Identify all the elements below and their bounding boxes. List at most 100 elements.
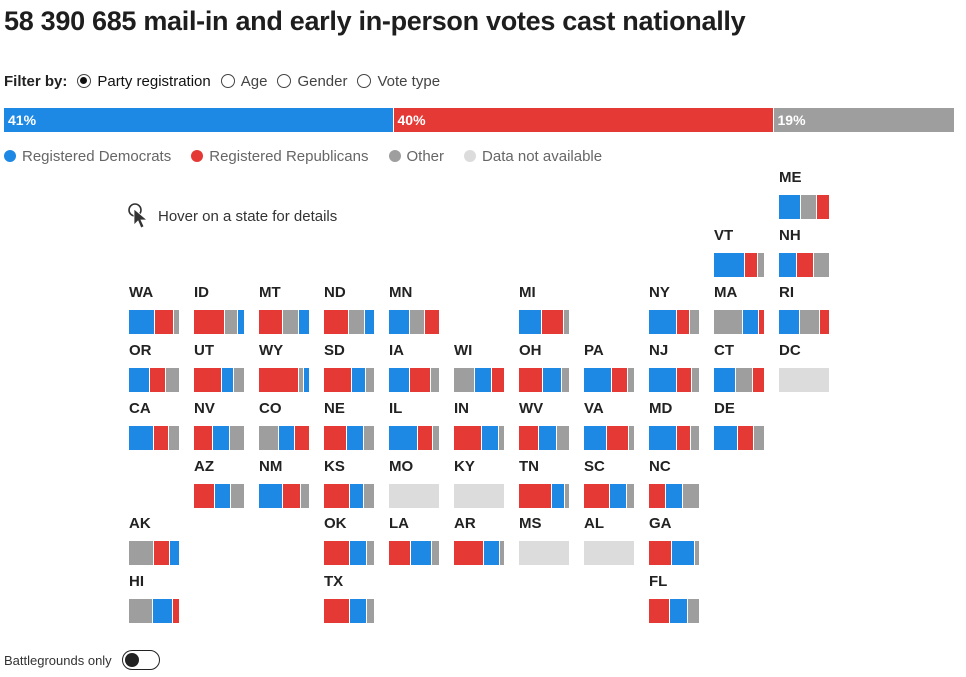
state-abbr: NJ [649, 342, 669, 359]
state-tile-wv[interactable]: WV [519, 400, 571, 450]
state-tile-in[interactable]: IN [454, 400, 506, 450]
state-bar-segment-dem [222, 368, 234, 392]
radio-icon[interactable] [277, 74, 292, 88]
state-tile-az[interactable]: AZ [194, 458, 246, 508]
legend-dot-na [464, 150, 477, 162]
state-tile-ms[interactable]: MS [519, 515, 571, 565]
state-tile-ky[interactable]: KY [454, 458, 506, 508]
state-bar-segment-dem [411, 541, 432, 565]
state-tile-ks[interactable]: KS [324, 458, 376, 508]
state-tile-de[interactable]: DE [714, 400, 766, 450]
state-tile-sc[interactable]: SC [584, 458, 636, 508]
state-tile-ga[interactable]: GA [649, 515, 701, 565]
state-tile-wy[interactable]: WY [259, 342, 311, 392]
radio-selected-icon[interactable] [77, 74, 92, 88]
state-bar-segment-dem [153, 599, 173, 623]
state-tile-hi[interactable]: HI [129, 573, 181, 623]
state-bar-segment-dem [475, 368, 492, 392]
state-tile-tx[interactable]: TX [324, 573, 376, 623]
legend-label: Data not available [482, 147, 603, 165]
state-bar-segment-other [166, 368, 179, 392]
state-tile-ok[interactable]: OK [324, 515, 376, 565]
state-tile-ny[interactable]: NY [649, 284, 701, 334]
state-tile-tn[interactable]: TN [519, 458, 571, 508]
filter-option-age[interactable]: Age [220, 73, 267, 90]
filter-option-vote-type[interactable]: Vote type [357, 73, 440, 90]
state-bar-segment-rep [155, 310, 174, 334]
state-tile-nh[interactable]: NH [779, 227, 831, 277]
state-tile-la[interactable]: LA [389, 515, 441, 565]
state-bar-segment-rep [324, 599, 350, 623]
state-tile-wa[interactable]: WA [129, 284, 181, 334]
state-bar-segment-na [389, 484, 439, 508]
state-tile-nc[interactable]: NC [649, 458, 701, 508]
state-tile-mi[interactable]: MI [519, 284, 571, 334]
radio-icon[interactable] [357, 74, 372, 88]
state-tile-wi[interactable]: WI [454, 342, 506, 392]
state-bar-segment-other [800, 310, 820, 334]
state-tile-va[interactable]: VA [584, 400, 636, 450]
state-bar-segment-dem [649, 310, 677, 334]
state-tile-ct[interactable]: CT [714, 342, 766, 392]
state-tile-pa[interactable]: PA [584, 342, 636, 392]
state-share-bar [129, 599, 179, 623]
state-bar-segment-other [230, 426, 244, 450]
legend-dot-other [388, 150, 401, 162]
state-abbr: TN [519, 458, 539, 475]
state-tile-dc[interactable]: DC [779, 342, 831, 392]
state-abbr: UT [194, 342, 214, 359]
state-share-bar [584, 426, 634, 450]
state-bar-segment-rep [324, 484, 350, 508]
state-tile-ut[interactable]: UT [194, 342, 246, 392]
filter-option-gender[interactable]: Gender [277, 73, 347, 90]
legend-dot-rep [191, 150, 204, 162]
state-tile-nm[interactable]: NM [259, 458, 311, 508]
state-tile-me[interactable]: ME [779, 169, 831, 219]
state-bar-segment-other [801, 195, 817, 219]
state-tile-sd[interactable]: SD [324, 342, 376, 392]
state-bar-segment-other [174, 310, 179, 334]
state-tile-mt[interactable]: MT [259, 284, 311, 334]
state-bar-segment-other [692, 368, 699, 392]
legend-dot-dem [4, 150, 16, 162]
state-bar-segment-rep [194, 484, 215, 508]
state-tile-nv[interactable]: NV [194, 400, 246, 450]
state-tile-ar[interactable]: AR [454, 515, 506, 565]
state-tile-id[interactable]: ID [194, 284, 246, 334]
state-bar-segment-other [433, 426, 439, 450]
state-bar-segment-dem [215, 484, 231, 508]
state-tile-ma[interactable]: MA [714, 284, 766, 334]
state-tile-il[interactable]: IL [389, 400, 441, 450]
state-bar-segment-rep [745, 253, 758, 277]
state-tile-fl[interactable]: FL [649, 573, 701, 623]
state-bar-segment-rep [820, 310, 829, 334]
state-tile-md[interactable]: MD [649, 400, 701, 450]
state-tile-nd[interactable]: ND [324, 284, 376, 334]
state-tile-ak[interactable]: AK [129, 515, 181, 565]
state-tile-al[interactable]: AL [584, 515, 636, 565]
state-tile-or[interactable]: OR [129, 342, 181, 392]
state-share-bar [519, 368, 569, 392]
state-share-bar [584, 541, 634, 565]
radio-icon[interactable] [220, 74, 235, 88]
state-tile-nj[interactable]: NJ [649, 342, 701, 392]
state-tile-oh[interactable]: OH [519, 342, 571, 392]
state-tile-ne[interactable]: NE [324, 400, 376, 450]
state-bar-segment-other [454, 368, 475, 392]
state-bar-segment-dem [714, 253, 745, 277]
state-tile-ia[interactable]: IA [389, 342, 441, 392]
state-tile-vt[interactable]: VT [714, 227, 766, 277]
national-bar-segment-rep: 40% [393, 108, 774, 132]
state-share-bar [259, 310, 309, 334]
state-tile-ca[interactable]: CA [129, 400, 181, 450]
state-tile-ri[interactable]: RI [779, 284, 831, 334]
filter-option-party-registration[interactable]: Party registration [77, 73, 211, 90]
state-share-bar [649, 599, 699, 623]
state-tile-mo[interactable]: MO [389, 458, 441, 508]
state-share-bar [519, 484, 569, 508]
state-tile-mn[interactable]: MN [389, 284, 441, 334]
state-tile-co[interactable]: CO [259, 400, 311, 450]
battlegrounds-toggle[interactable] [121, 650, 160, 670]
state-share-bar [714, 310, 764, 334]
state-bar-segment-rep [454, 426, 482, 450]
